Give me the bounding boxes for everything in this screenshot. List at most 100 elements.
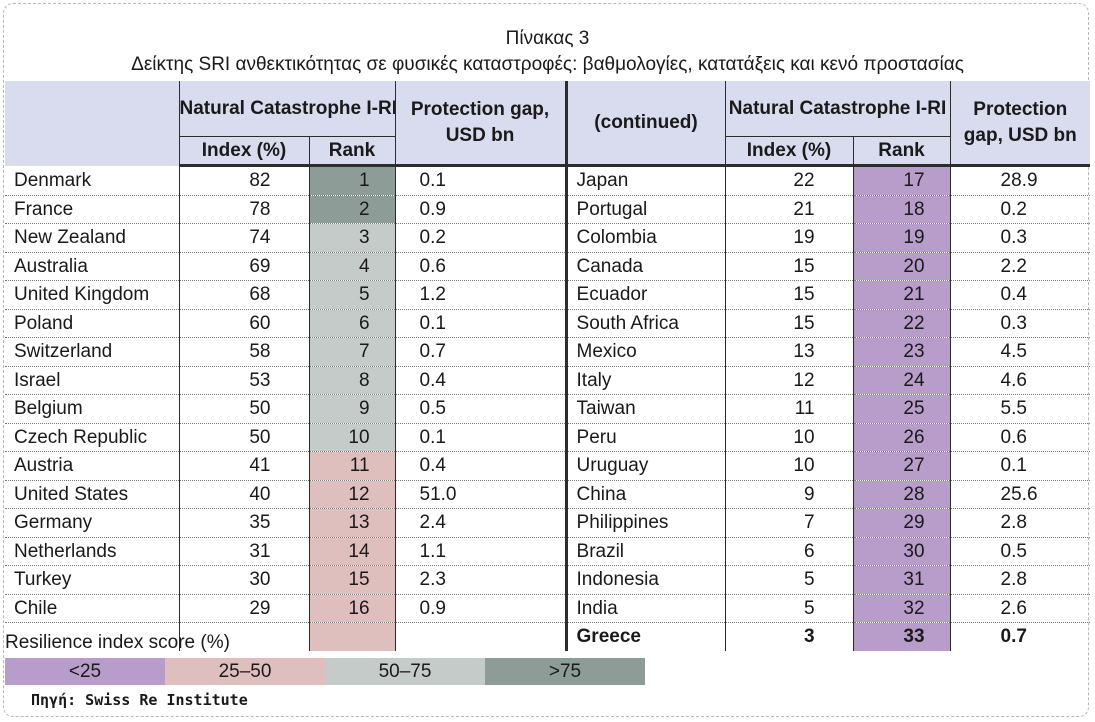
- table-row: United Kingdom 68 5 1.2 Ecuador 15 21 0.4: [5, 280, 1091, 310]
- table-row: Denmark 82 1 0.1 Japan 22 17 28.9: [5, 165, 1091, 196]
- legend-title: Resilience index score (%): [5, 632, 230, 653]
- country-name: Colombia: [564, 223, 726, 253]
- index-value: 5: [724, 565, 854, 595]
- protection-gap-value: 0.1: [394, 423, 567, 452]
- table-row: Poland 60 6 0.1 South Africa 15 22 0.3: [5, 309, 1091, 338]
- rank-value: 22: [852, 309, 951, 338]
- country-name: United Kingdom: [5, 280, 179, 310]
- country-name: Austria: [5, 451, 179, 481]
- country-name: Taiwan: [564, 394, 726, 424]
- index-value: 15: [724, 252, 854, 281]
- index-value: 15: [724, 309, 854, 338]
- rank-value: 18: [852, 195, 951, 224]
- index-value: 5: [724, 594, 854, 623]
- rank-value: 25: [852, 394, 951, 424]
- country-name: Germany: [5, 508, 179, 538]
- index-value: 40: [178, 480, 309, 509]
- index-value: 11: [724, 394, 854, 424]
- index-value: 30: [178, 565, 309, 595]
- legend-item-gt75: >75: [485, 658, 645, 685]
- rank-value: 19: [852, 223, 951, 253]
- rank-value: 27: [852, 451, 951, 481]
- index-value: 58: [178, 337, 309, 367]
- rank-value: 30: [852, 537, 951, 566]
- protection-gap-value: 0.7: [394, 337, 567, 367]
- rank-value: 3: [308, 223, 396, 253]
- index-value: 50: [178, 423, 309, 452]
- protection-gap-value: 0.6: [949, 423, 1091, 452]
- protection-gap-value: 2.8: [949, 508, 1091, 538]
- index-value-greece: 3: [724, 622, 854, 651]
- rank-value: 13: [308, 508, 396, 538]
- index-value: 10: [724, 451, 854, 481]
- rank-value: 21: [852, 280, 951, 310]
- country-name: Indonesia: [564, 565, 726, 595]
- protection-gap-value: 2.3: [394, 565, 567, 595]
- rank-value-greece: 33: [852, 622, 951, 651]
- legend: <25 25–50 50–75 >75: [5, 658, 645, 685]
- rank-value: 29: [852, 508, 951, 538]
- table-row: Czech Republic 50 10 0.1 Peru 10 26 0.6: [5, 423, 1091, 452]
- index-value: 60: [178, 309, 309, 338]
- protection-gap-value: 2.4: [394, 508, 567, 538]
- protection-gap-value: 25.6: [949, 480, 1091, 509]
- protection-gap-value: 1.2: [394, 280, 567, 310]
- index-value: 82: [178, 165, 309, 196]
- protection-gap-value: 5.5: [949, 394, 1091, 424]
- table-row: Germany 35 13 2.4 Philippines 7 29 2.8: [5, 508, 1091, 538]
- gap-header: Protection gap, USD bn: [394, 81, 567, 167]
- protection-gap-value: 4.5: [949, 337, 1091, 367]
- index-value: 68: [178, 280, 309, 310]
- rank-value: 6: [308, 309, 396, 338]
- country-name-greece: Greece: [564, 622, 726, 651]
- table-subtitle: Δείκτης SRI ανθεκτικότητας σε φυσικές κα…: [131, 54, 964, 75]
- table-number: Πίνακας 3: [505, 28, 590, 49]
- table-row: Turkey 30 15 2.3 Indonesia 5 31 2.8: [5, 565, 1091, 595]
- index-header: Index (%): [178, 136, 309, 167]
- country-name: Italy: [564, 366, 726, 395]
- protection-gap-value: 2.8: [949, 565, 1091, 595]
- country-header: [5, 81, 179, 166]
- index-value: 74: [178, 223, 309, 253]
- table-row: Switzerland 58 7 0.7 Mexico 13 23 4.5: [5, 337, 1091, 367]
- protection-gap-value: 0.2: [394, 223, 567, 253]
- country-name: Canada: [564, 252, 726, 281]
- rank-value: 31: [852, 565, 951, 595]
- protection-gap-value: 0.4: [394, 451, 567, 481]
- legend-item-lt25: <25: [5, 658, 165, 685]
- country-name: France: [5, 195, 179, 224]
- rank-value: 15: [308, 565, 396, 595]
- country-name: Switzerland: [5, 337, 179, 367]
- protection-gap-value: 51.0: [394, 480, 567, 509]
- protection-gap-value: 0.5: [394, 394, 567, 424]
- source-note: Πηγή: Swiss Re Institute: [31, 691, 248, 709]
- country-name: Portugal: [564, 195, 726, 224]
- legend-item-50-75: 50–75: [325, 658, 485, 685]
- protection-gap-value: 0.6: [394, 252, 567, 281]
- rank-value: 7: [308, 337, 396, 367]
- rank-value: 17: [852, 165, 951, 196]
- country-name: South Africa: [564, 309, 726, 338]
- gap-header-right: Protection gap, USD bn: [949, 81, 1091, 167]
- country-name: Philippines: [564, 508, 726, 538]
- index-value: 41: [178, 451, 309, 481]
- country-name: Brazil: [564, 537, 726, 566]
- rank-value: 16: [308, 594, 396, 623]
- continued-header: (continued): [564, 81, 726, 167]
- country-name: Belgium: [5, 394, 179, 424]
- index-value: 13: [724, 337, 854, 367]
- index-value: 19: [724, 223, 854, 253]
- country-name: Poland: [5, 309, 179, 338]
- rank-value: 8: [308, 366, 396, 395]
- table-row: United States 40 12 51.0 China 9 28 25.6: [5, 480, 1091, 509]
- rank-value: 10: [308, 423, 396, 452]
- index-value: 35: [178, 508, 309, 538]
- rank-value: 9: [308, 394, 396, 424]
- protection-gap-value: 1.1: [394, 537, 567, 566]
- index-value: 12: [724, 366, 854, 395]
- rank-value: 12: [308, 480, 396, 509]
- country-name: New Zealand: [5, 223, 179, 253]
- resilience-table: Natural Catastrophe I-RI Protection gap,…: [5, 81, 1091, 651]
- protection-gap-value: 0.9: [394, 594, 567, 623]
- index-value: 69: [178, 252, 309, 281]
